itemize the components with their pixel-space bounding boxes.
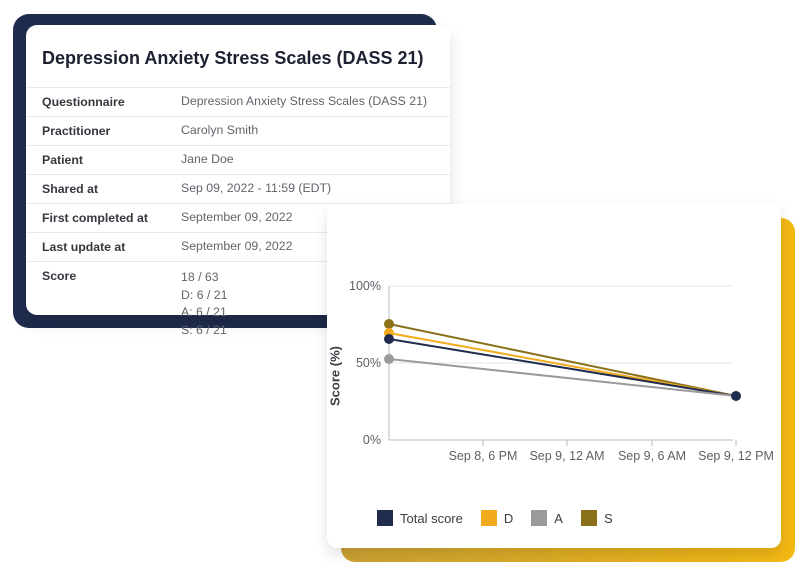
svg-text:Sep 9, 12 AM: Sep 9, 12 AM xyxy=(529,449,604,463)
svg-text:Sep 9, 6 AM: Sep 9, 6 AM xyxy=(618,449,686,463)
svg-text:50%: 50% xyxy=(356,356,381,370)
svg-text:100%: 100% xyxy=(349,279,381,293)
svg-text:Sep 9, 12 PM: Sep 9, 12 PM xyxy=(698,449,774,463)
svg-text:Sep 8, 6 PM: Sep 8, 6 PM xyxy=(449,449,518,463)
svg-text:0%: 0% xyxy=(363,433,381,447)
